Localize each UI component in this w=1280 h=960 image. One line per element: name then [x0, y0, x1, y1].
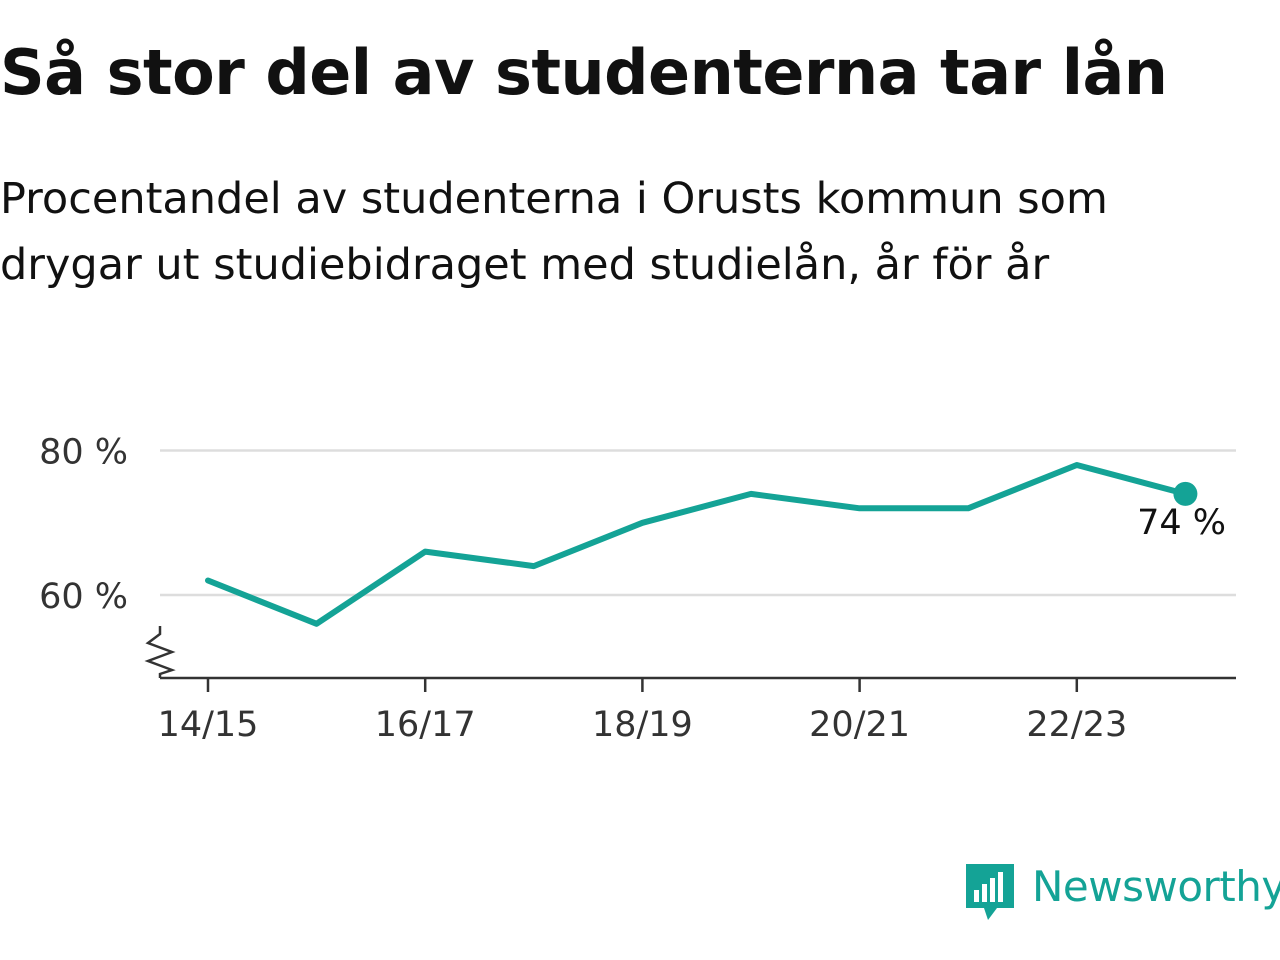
x-tick-label: 20/21: [809, 705, 910, 745]
chart-subtitle: Procentandel av studenterna i Orusts kom…: [0, 174, 1108, 290]
y-tick-label: 80 %: [39, 433, 128, 473]
chart-title: Så stor del av studenterna tar lån: [0, 36, 1168, 109]
y-tick-label: 60 %: [39, 577, 128, 617]
brand-name: Newsworthy: [1032, 862, 1280, 911]
end-point-marker: [1173, 481, 1198, 506]
newsworthy-logo-icon: [966, 864, 1014, 920]
x-tick-label: 14/15: [158, 705, 259, 745]
end-value-label: 74 %: [1137, 503, 1226, 543]
series-line: [205, 462, 1189, 627]
x-tick-label: 16/17: [375, 705, 476, 745]
x-tick-label: 18/19: [592, 705, 693, 745]
x-tick-label: 22/23: [1026, 705, 1127, 745]
y-axis-break: [144, 626, 176, 678]
